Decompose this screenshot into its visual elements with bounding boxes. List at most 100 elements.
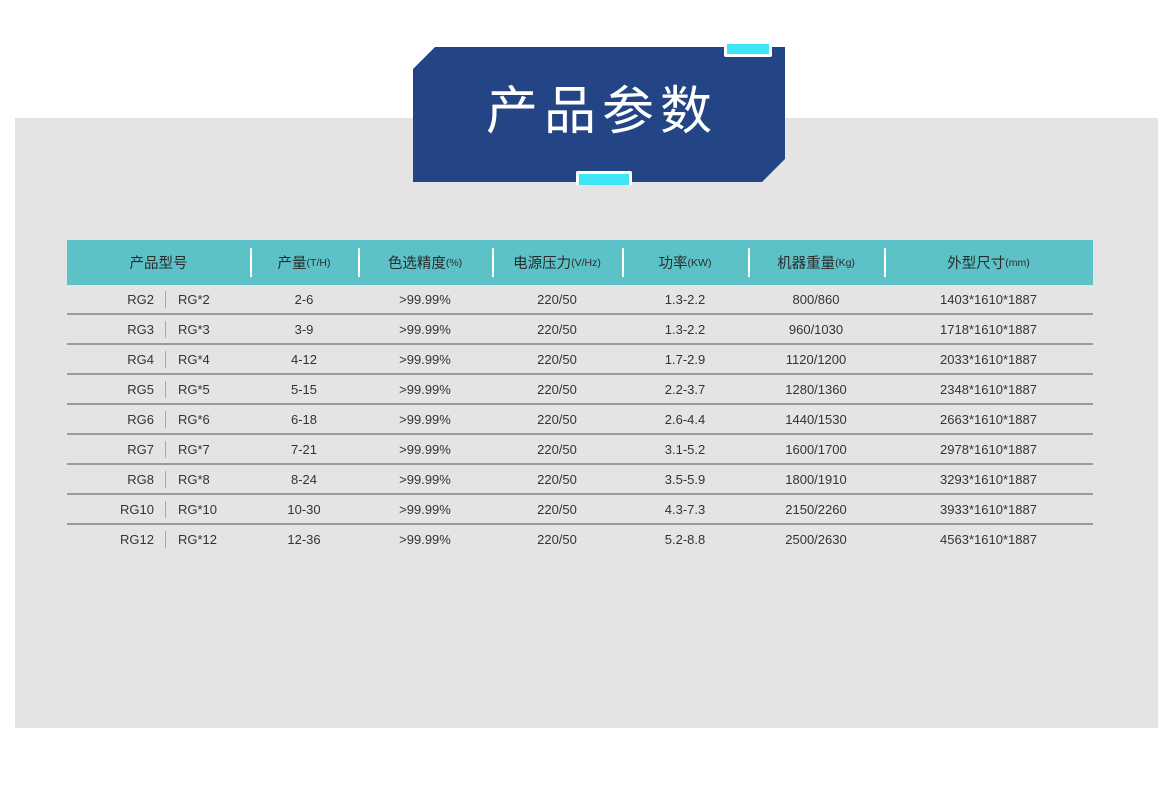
column-header-label: 外型尺寸: [947, 256, 1006, 272]
table-cell-output: 2-6: [294, 291, 314, 307]
table-cell-power-supply: 220/50: [537, 441, 577, 457]
table-cell-output: 12-36: [287, 531, 321, 547]
model-secondary: RG*2: [178, 291, 210, 307]
model-primary: RG8: [127, 471, 154, 487]
column-header-label: 机器重量: [777, 256, 836, 272]
table-cell-output: 10-30: [287, 501, 321, 517]
table-cell-power: 1.3-2.2: [664, 291, 706, 307]
table-cell-dimensions: 2663*1610*1887: [940, 411, 1037, 427]
model-primary: RG6: [127, 411, 154, 427]
table-cell-weight: 1800/1910: [785, 471, 847, 487]
page-title: 产品参数: [485, 82, 718, 141]
table-cell-power: 3.1-5.2: [664, 441, 706, 457]
table-cell-accuracy: >99.99%: [399, 381, 451, 397]
table-body: RG2 RG*2 2-6 >99.99% 220/50 1.3-2.2 800/860 140…: [67, 285, 1093, 553]
column-header-unit: (Kg): [835, 256, 855, 269]
table-cell-dimensions: 4563*1610*1887: [940, 531, 1037, 547]
table-cell-weight: 800/860: [792, 291, 840, 307]
model-primary: RG5: [127, 381, 154, 397]
table-cell-accuracy: >99.99%: [399, 321, 451, 337]
table-row: RG7 RG*7 7-21 >99.99% 220/50 3.1-5.2 1600/1700…: [67, 435, 1093, 465]
accent-bar-top-icon: [724, 44, 772, 57]
table-cell-accuracy: >99.99%: [399, 291, 451, 307]
model-primary: RG10: [120, 501, 154, 517]
model-secondary: RG*6: [178, 411, 210, 427]
table-column-header: 功率 (KW): [622, 240, 748, 285]
model-divider: [165, 380, 166, 398]
table-cell-power: 2.2-3.7: [664, 381, 706, 397]
column-header-label: 产量: [277, 256, 307, 272]
model-cell: RG12 RG*12: [67, 525, 250, 553]
model-secondary: RG*10: [178, 501, 218, 517]
model-divider: [165, 290, 166, 308]
accent-bar-bottom-icon: [576, 171, 632, 185]
table-row: RG4 RG*4 4-12 >99.99% 220/50 1.7-2.9 1120/1200…: [67, 345, 1093, 375]
table-cell-weight: 1280/1360: [785, 381, 847, 397]
model-cell: RG10 RG*10: [67, 495, 250, 523]
table-cell-weight: 960/1030: [788, 321, 844, 337]
table-cell-output: 3-9: [294, 321, 314, 337]
model-divider: [165, 500, 166, 518]
model-divider: [165, 350, 166, 368]
model-secondary: RG*8: [178, 471, 210, 487]
table-cell-dimensions: 3933*1610*1887: [940, 501, 1037, 517]
table-column-header: 机器重量 (Kg): [748, 240, 884, 285]
background-panel: [15, 118, 1158, 728]
table-row: RG6 RG*6 6-18 >99.99% 220/50 2.6-4.4 1440/1530…: [67, 405, 1093, 435]
table-header-row: 产品型号 产量 (T/H) 色选精度 (%) 电源压力 (V/Hz) 功率 (KW) 机器重量 (K…: [67, 240, 1093, 285]
table-cell-dimensions: 3293*1610*1887: [940, 471, 1037, 487]
table-row: RG8 RG*8 8-24 >99.99% 220/50 3.5-5.9 1800/1910…: [67, 465, 1093, 495]
column-header-unit: (mm): [1005, 256, 1030, 269]
table-cell-power: 1.7-2.9: [664, 351, 706, 367]
table-cell-weight: 2150/2260: [785, 501, 847, 517]
page-title-banner: 产品参数: [413, 44, 785, 185]
model-primary: RG2: [127, 291, 154, 307]
model-cell: RG8 RG*8: [67, 465, 250, 493]
table-column-header: 电源压力 (V/Hz): [492, 240, 622, 285]
table-cell-power-supply: 220/50: [537, 321, 577, 337]
table-cell-weight: 2500/2630: [785, 531, 847, 547]
table-cell-power-supply: 220/50: [537, 381, 577, 397]
table-cell-accuracy: >99.99%: [399, 531, 451, 547]
model-secondary: RG*3: [178, 321, 210, 337]
column-header-label: 产品型号: [129, 256, 188, 272]
model-secondary: RG*4: [178, 351, 210, 367]
table-cell-accuracy: >99.99%: [399, 441, 451, 457]
table-cell-dimensions: 2978*1610*1887: [940, 441, 1037, 457]
table-cell-power-supply: 220/50: [537, 471, 577, 487]
table-cell-weight: 1440/1530: [785, 411, 847, 427]
table-cell-weight: 1120/1200: [785, 351, 847, 367]
model-primary: RG3: [127, 321, 154, 337]
table-cell-power: 4.3-7.3: [664, 501, 706, 517]
table-cell-power-supply: 220/50: [537, 501, 577, 517]
table-cell-output: 6-18: [290, 411, 318, 427]
table-row: RG12 RG*12 12-36 >99.99% 220/50 5.2-8.8 2500/2…: [67, 525, 1093, 553]
column-header-label: 色选精度: [387, 256, 446, 272]
model-cell: RG4 RG*4: [67, 345, 250, 373]
table-cell-dimensions: 2348*1610*1887: [940, 381, 1037, 397]
table-cell-power: 3.5-5.9: [664, 471, 706, 487]
table-cell-power: 5.2-8.8: [664, 531, 706, 547]
table-cell-power-supply: 220/50: [537, 351, 577, 367]
column-header-label: 功率: [658, 256, 688, 272]
column-header-unit: (%): [445, 256, 463, 269]
table-column-header: 产量 (T/H): [250, 240, 358, 285]
table-cell-accuracy: >99.99%: [399, 411, 451, 427]
table-cell-output: 8-24: [290, 471, 318, 487]
column-header-label: 电源压力: [513, 256, 572, 272]
column-header-unit: (KW): [687, 256, 712, 269]
table-row: RG5 RG*5 5-15 >99.99% 220/50 2.2-3.7 1280/1360…: [67, 375, 1093, 405]
table-cell-power-supply: 220/50: [537, 531, 577, 547]
table-cell-power: 1.3-2.2: [664, 321, 706, 337]
model-cell: RG5 RG*5: [67, 375, 250, 403]
model-cell: RG7 RG*7: [67, 435, 250, 463]
table-cell-weight: 1600/1700: [785, 441, 847, 457]
model-divider: [165, 470, 166, 488]
table-cell-accuracy: >99.99%: [399, 501, 451, 517]
table-cell-dimensions: 2033*1610*1887: [940, 351, 1037, 367]
model-primary: RG7: [127, 441, 154, 457]
model-primary: RG12: [120, 531, 154, 547]
model-cell: RG2 RG*2: [67, 285, 250, 313]
banner-shape: [413, 47, 785, 182]
model-divider: [165, 410, 166, 428]
